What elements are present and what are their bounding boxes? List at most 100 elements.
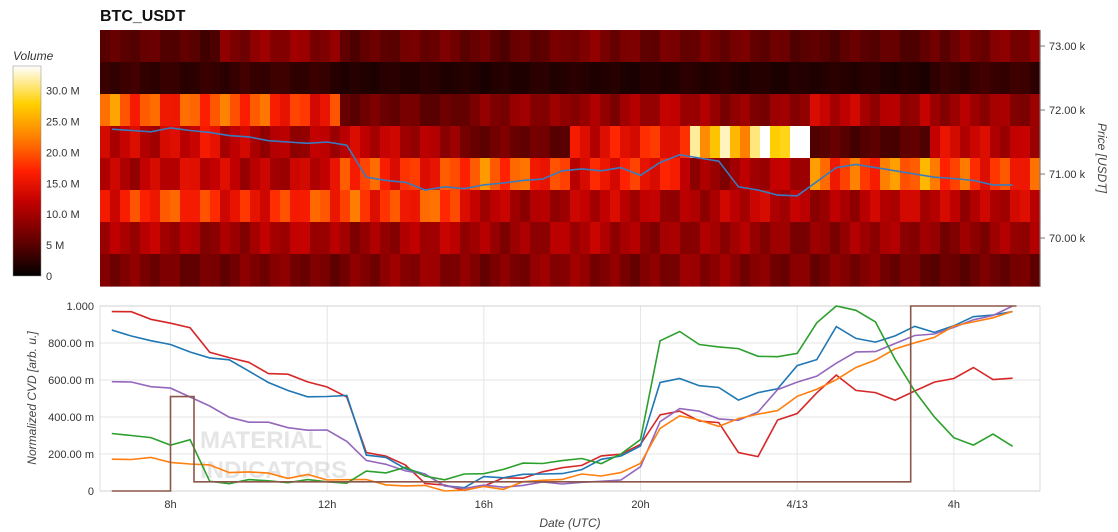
heatmap-cell [610,126,621,159]
heatmap-cell [510,254,521,287]
heatmap-cell [800,62,811,95]
heatmap-cell [130,126,141,159]
heatmap-cell [860,94,871,127]
heatmap-cell [160,62,171,95]
heatmap-cell [1010,30,1021,63]
heatmap-cell [650,30,661,63]
heatmap-cell [1030,126,1041,159]
heatmap-cell [920,94,931,127]
heatmap-cell [120,62,131,95]
heatmap-cell [580,30,591,63]
heatmap-cell [580,94,591,127]
chart-title: BTC_USDT [100,8,186,25]
heatmap-cell [110,126,121,159]
heatmap-cell [470,222,481,255]
heatmap-cell [170,30,181,63]
heatmap-cell [700,62,711,95]
heatmap-cell [690,254,701,287]
heatmap-cell [380,158,391,191]
heatmap-cell [570,30,581,63]
heatmap-cell [1020,94,1031,127]
colorbar-tick-label: 15.0 M [46,178,80,190]
heatmap-cell [770,30,781,63]
heatmap-cell [990,94,1001,127]
heatmap-cell [120,126,131,159]
heatmap-cell [1000,126,1011,159]
heatmap-cell [470,62,481,95]
heatmap-cell [250,190,261,223]
heatmap-cell [390,30,401,63]
heatmap-cell [820,254,831,287]
heatmap-cell [690,94,701,127]
heatmap-cell [450,158,461,191]
heatmap-cell [900,190,911,223]
heatmap-cell [440,254,451,287]
heatmap-cell [320,190,331,223]
heatmap-cell [400,222,411,255]
heatmap-cell [610,222,621,255]
heatmap-cell [490,126,501,159]
heatmap-cell [970,126,981,159]
heatmap-cell [200,126,211,159]
heatmap-cell [720,158,731,191]
heatmap-cell [510,158,521,191]
colorbar-tick-label: 20.0 M [46,147,80,159]
heatmap-cell [500,62,511,95]
heatmap-cell [570,254,581,287]
heatmap-cell [560,254,571,287]
heatmap-cell [400,94,411,127]
heatmap-cell [550,94,561,127]
heatmap-cell [440,190,451,223]
heatmap-cell [490,222,501,255]
heatmap-cell [150,30,161,63]
heatmap-cell [400,190,411,223]
heatmap-cell [630,30,641,63]
heatmap-cell [160,190,171,223]
heatmap-cell [1010,158,1021,191]
heatmap-cell [900,254,911,287]
heatmap-cell [120,94,131,127]
heatmap-cell [590,62,601,95]
heatmap-cell [570,158,581,191]
heatmap-cell [850,222,861,255]
heatmap-cell [390,94,401,127]
heatmap-cell [890,30,901,63]
heatmap-cell [230,222,241,255]
heatmap-cell [860,254,871,287]
heatmap-cell [650,158,661,191]
heatmap-cell [350,158,361,191]
heatmap-cell [140,158,151,191]
cvd-series-line [111,310,1013,489]
heatmap-cell [870,30,881,63]
heatmap-cell [220,62,231,95]
cvd-series-line [111,305,1013,490]
heatmap-cell [470,158,481,191]
heatmap-cell [100,190,111,223]
cvd-pulse-line [111,305,1017,492]
heatmap-cell [400,126,411,159]
heatmap-cell [340,30,351,63]
heatmap-cell [210,158,221,191]
heatmap-cell [130,94,141,127]
heatmap-cell [730,158,741,191]
heatmap-cell [130,30,141,63]
heatmap-cell [810,158,821,191]
heatmap-cell [430,62,441,95]
heatmap-cell [670,254,681,287]
heatmap-cell [960,222,971,255]
heatmap-cell [950,126,961,159]
heatmap-cell [990,62,1001,95]
heatmap-cell [270,222,281,255]
heatmap-cell [1020,126,1031,159]
colorbar [12,65,42,277]
heatmap-cell [430,190,441,223]
heatmap-cell [180,222,191,255]
heatmap-cell [260,222,271,255]
colorbar-tick-label: 25.0 M [46,117,80,129]
heatmap-cell [720,94,731,127]
heatmap-cell [670,94,681,127]
heatmap-cell [370,222,381,255]
heatmap-cell [460,222,471,255]
heatmap-cell [700,94,711,127]
heatmap-cell [800,222,811,255]
